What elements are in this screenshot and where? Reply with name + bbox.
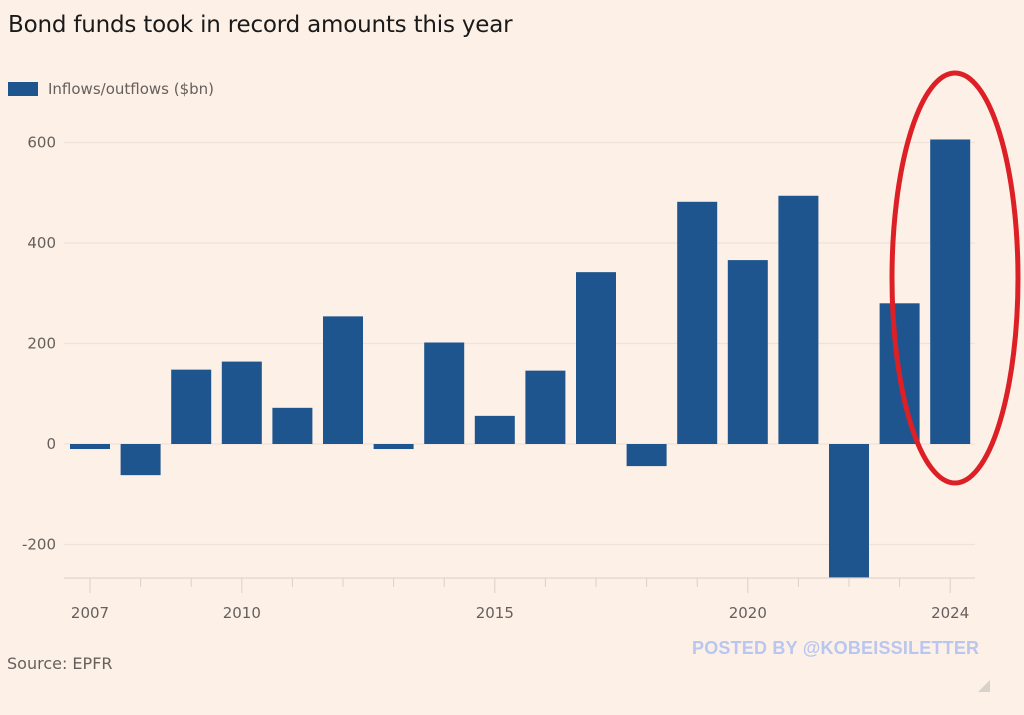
y-tick-label: 400 (27, 234, 56, 252)
bar-2021 (778, 195, 819, 444)
legend: Inflows/outflows ($bn) (8, 80, 214, 98)
y-tick-label: -200 (22, 536, 56, 554)
bar-2011 (272, 407, 313, 444)
annotation-layer (889, 70, 1021, 486)
bar-2020 (727, 260, 768, 444)
bar-2013 (373, 444, 414, 450)
y-tick-label: 0 (46, 435, 56, 453)
watermark: POSTED BY @KOBEISSILETTER (692, 638, 980, 658)
bar-2007 (70, 444, 110, 450)
y-axis-ticks: -200 0 200 400 600 (22, 134, 56, 554)
bar-2016 (525, 370, 566, 444)
bars (70, 139, 971, 578)
x-axis: 2007 2010 2015 2020 2024 (64, 577, 975, 622)
bar-2024 (930, 139, 971, 445)
bar-2014 (424, 342, 465, 444)
y-tick-label: 600 (27, 134, 56, 152)
x-tick-label: 2015 (476, 604, 514, 622)
x-tick-label: 2020 (729, 604, 767, 622)
resize-handle-icon (978, 680, 990, 692)
bar-2008 (120, 444, 161, 476)
x-tick-label: 2010 (223, 604, 261, 622)
y-tick-label: 200 (27, 335, 56, 353)
bar-2009 (171, 369, 212, 444)
legend-label: Inflows/outflows ($bn) (48, 80, 215, 98)
bar-2017 (576, 272, 616, 444)
bar-2012 (323, 316, 363, 444)
bar-2015 (474, 415, 515, 444)
legend-swatch (8, 82, 38, 96)
bar-2010 (221, 361, 262, 444)
bar-2019 (677, 201, 718, 444)
chart-title: Bond funds took in record amounts this y… (8, 12, 513, 38)
bar-2018 (626, 444, 667, 467)
bar-2022 (829, 444, 869, 578)
source-note: Source: EPFR (7, 654, 113, 673)
x-tick-label: 2007 (71, 604, 109, 622)
annotation-circle (889, 70, 1021, 486)
gridlines (64, 141, 975, 546)
x-tick-label: 2024 (931, 604, 969, 622)
